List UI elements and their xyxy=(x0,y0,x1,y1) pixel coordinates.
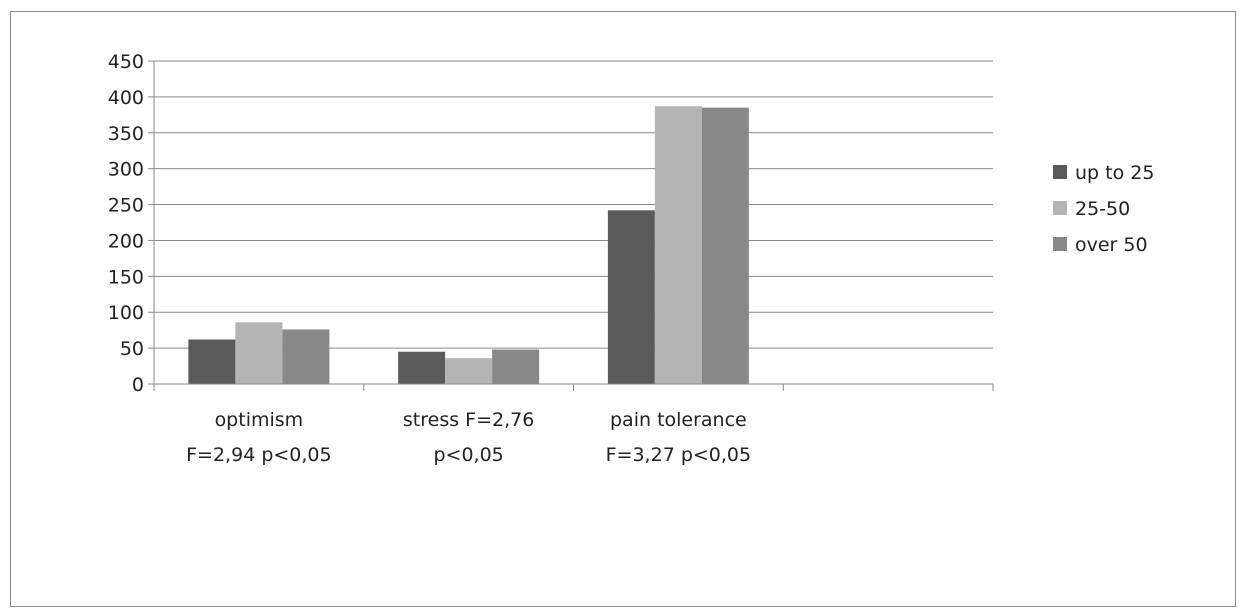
bar-25-50 xyxy=(235,322,283,384)
x-axis-category-labels: optimism F=2,94 p<0,05 stress F=2,76 p<0,05… xyxy=(186,409,751,466)
bars xyxy=(188,106,749,385)
axes xyxy=(148,60,994,391)
category-label: p<0,05 xyxy=(433,444,503,466)
legend-swatch xyxy=(1053,237,1067,251)
y-tick-label: 200 xyxy=(108,230,144,252)
bar-up-to-25 xyxy=(398,351,446,384)
bar-25-50 xyxy=(654,106,702,384)
bar-over-50 xyxy=(492,349,540,384)
y-tick-label: 0 xyxy=(132,374,144,396)
bar-up-to-25 xyxy=(188,339,236,384)
y-tick-label: 350 xyxy=(108,123,144,145)
category-label: optimism xyxy=(215,409,304,431)
legend: up to 25 25-50 over 50 xyxy=(1053,162,1154,256)
y-tick-label: 150 xyxy=(108,266,144,288)
category-label: stress F=2,76 xyxy=(403,409,534,431)
legend-swatch xyxy=(1053,201,1067,215)
bar-25-50 xyxy=(445,358,493,384)
y-tick-label: 450 xyxy=(108,51,144,73)
bar-up-to-25 xyxy=(607,210,655,384)
category-label: F=3,27 p<0,05 xyxy=(606,444,751,466)
y-axis-tick-labels: 0 50 100 150 200 250 300 350 400 450 xyxy=(108,51,144,396)
gridlines xyxy=(154,60,993,349)
legend-label: up to 25 xyxy=(1075,162,1154,184)
bar-over-50 xyxy=(701,107,749,385)
chart-frame: 0 50 100 150 200 250 300 350 400 450 optimism F=2,… xyxy=(10,11,1236,607)
bar-over-50 xyxy=(282,329,330,384)
y-tick-label: 300 xyxy=(108,159,144,181)
y-tick-label: 250 xyxy=(108,195,144,217)
bar-chart: 0 50 100 150 200 250 300 350 400 450 optimism F=2,… xyxy=(108,51,1155,466)
category-label: pain tolerance xyxy=(610,409,747,431)
category-label: F=2,94 p<0,05 xyxy=(186,444,331,466)
y-tick-label: 400 xyxy=(108,87,144,109)
legend-swatch xyxy=(1053,165,1067,179)
y-tick-label: 100 xyxy=(108,302,144,324)
legend-label: over 50 xyxy=(1075,234,1148,256)
legend-label: 25-50 xyxy=(1075,198,1130,220)
y-tick-label: 50 xyxy=(120,338,144,360)
